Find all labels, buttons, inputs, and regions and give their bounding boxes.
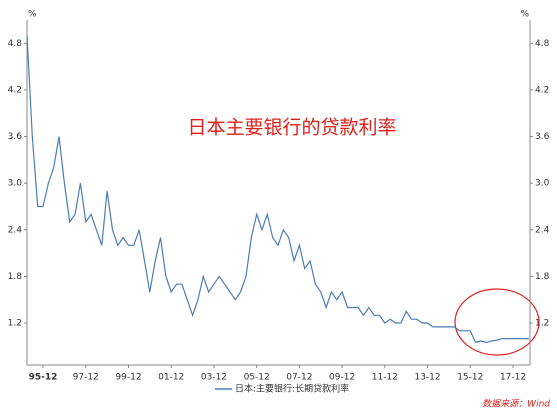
y2-tick-label: 4.8 [535,39,550,49]
x-tick-label: 95-12 [29,373,58,383]
y-tick-label: 3.6 [8,132,23,142]
x-tick-label: 07-12 [286,373,312,383]
x-tick-label: 01-12 [158,373,184,383]
x-tick-label: 03-12 [201,373,227,383]
y-tick-label: 1.2 [8,319,22,329]
y2-tick-label: 1.8 [535,272,550,282]
highlight-circle [454,288,540,356]
data-line [26,35,529,344]
x-tick-label: 15-12 [457,373,483,383]
y2-tick-label: 2.4 [535,225,550,235]
y-unit-right: % [520,10,529,20]
y-tick-label: 1.8 [8,272,23,282]
x-tick-label: 05-12 [244,373,270,383]
source: 数据来源：Wind [482,399,550,410]
x-tick-label: 09-12 [329,373,355,383]
x-tick-label: 99-12 [115,373,141,383]
legend-label: 日本:主要银行:长期贷款利率 [235,383,349,395]
y2-tick-label: 3.6 [535,132,550,142]
chart-title: 日本主要银行的贷款利率 [187,117,396,139]
y2-tick-label: 4.2 [535,85,549,95]
x-tick-label: 97-12 [73,373,99,383]
x-tick-label: 11-12 [372,373,398,383]
y-tick-label: 2.4 [8,225,23,235]
y2-tick-label: 3.0 [535,179,550,189]
y-tick-label: 4.2 [8,85,22,95]
y-tick-label: 3.0 [8,179,23,189]
y-tick-label: 4.8 [8,39,23,49]
y-unit-left: % [28,10,37,20]
x-tick-label: 13-12 [414,373,440,383]
y2-tick-label: 1.2 [535,319,549,329]
x-tick-label: 17-12 [500,373,526,383]
